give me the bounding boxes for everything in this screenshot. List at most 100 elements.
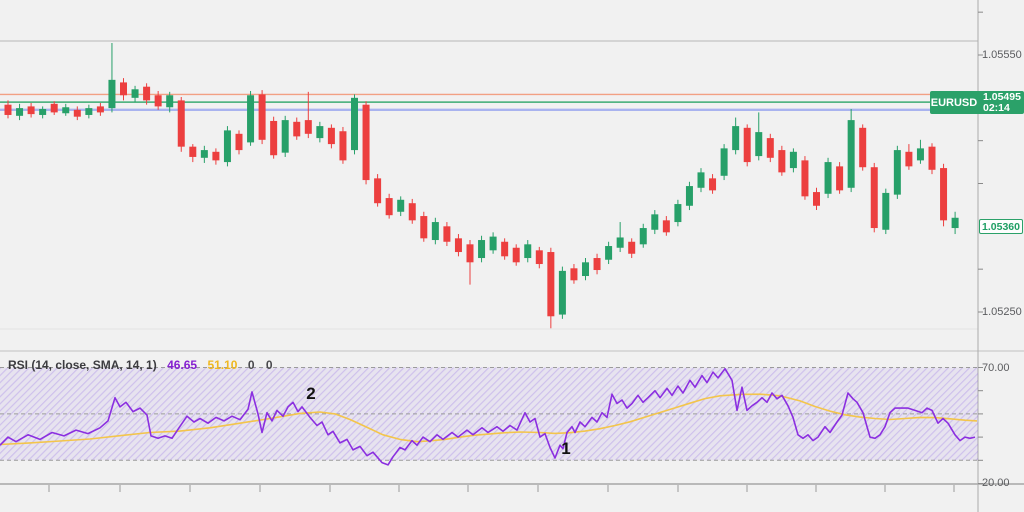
candle-bull <box>605 246 613 260</box>
candle-bear <box>443 226 451 242</box>
candle-bear <box>27 106 35 115</box>
candle-bear <box>928 146 936 170</box>
candle-bear <box>709 178 717 191</box>
candle-bull <box>616 237 624 248</box>
annotation-2[interactable]: 2 <box>306 384 316 403</box>
candle-bear <box>454 238 462 253</box>
candle-bear <box>859 127 867 168</box>
rsi-value: 46.65 <box>167 358 198 372</box>
candle-bear <box>189 146 197 157</box>
candle-bear <box>385 198 393 216</box>
candle-bear <box>293 121 301 137</box>
candle-bear <box>547 252 555 317</box>
last-price-marker: 1.05360 <box>979 219 1023 234</box>
candle-bull <box>85 108 93 115</box>
rsi-pane <box>0 367 978 461</box>
candle-bull <box>16 108 24 116</box>
candle-bull <box>789 151 797 169</box>
candle-bear <box>73 109 81 117</box>
price-axis-label-bottom: 1.05250 <box>982 306 1022 318</box>
candle-bull <box>200 150 208 158</box>
rsi-extra-values: 0 0 <box>247 358 277 372</box>
axis-ticks <box>48 11 983 492</box>
symbol-price-badge[interactable]: EURUSD 1.05495 02:14 <box>930 91 1024 114</box>
candle-bull <box>582 262 589 277</box>
price-level-lines <box>0 93 978 112</box>
symbol-badge-label: EURUSD <box>930 91 978 114</box>
candle-bull <box>732 126 740 151</box>
candle-bull <box>824 162 832 194</box>
candle-bull <box>351 97 358 151</box>
candle-bull <box>697 172 705 188</box>
candle-bull <box>524 244 532 259</box>
candle-bear <box>905 151 913 167</box>
candle-bear <box>339 131 347 161</box>
candle-bear <box>362 104 370 181</box>
candle-bear <box>743 127 751 163</box>
candle-bull <box>685 186 693 206</box>
candlestick-series <box>4 43 959 329</box>
candle-bull <box>223 130 231 163</box>
candle-bull <box>62 107 70 114</box>
current-price-value: 1.05495 <box>983 91 1021 103</box>
candle-bull <box>847 120 855 188</box>
candle-bull <box>951 217 959 229</box>
candle-bull <box>247 95 255 143</box>
candle-bear <box>50 103 58 113</box>
candle-bull <box>893 150 901 195</box>
candle-bear <box>327 127 335 145</box>
rsi-sma-value: 51.10 <box>207 358 238 372</box>
candle-bear <box>154 95 162 107</box>
candle-bear <box>270 120 278 156</box>
candle-bear <box>501 241 509 257</box>
candle-bear <box>512 247 520 263</box>
candle-bull <box>397 199 405 212</box>
current-price-countdown: 1.05495 02:14 <box>978 91 1024 114</box>
candle-bear <box>813 192 820 206</box>
candle-bear <box>940 168 948 221</box>
candle-bear <box>870 167 878 229</box>
candle-bull <box>131 89 139 98</box>
candle-bull <box>558 270 566 315</box>
candle-bull <box>755 132 763 157</box>
candle-bear <box>258 94 266 140</box>
candle-bear <box>570 268 578 281</box>
rsi-axis-label-70: 70.00 <box>982 362 1010 374</box>
candle-bull <box>281 120 289 153</box>
candle-bear <box>177 100 185 147</box>
bar-countdown: 02:14 <box>983 102 1010 114</box>
candle-bear <box>4 104 12 115</box>
candle-bull <box>431 222 439 241</box>
candle-bear <box>408 203 416 221</box>
candle-bear <box>836 166 844 191</box>
candle-bear <box>96 106 104 113</box>
candle-bear <box>212 151 220 161</box>
candle-bear <box>143 86 151 101</box>
rsi-legend-title: RSI (14, close, SMA, 14, 1) <box>8 358 157 372</box>
annotation-1[interactable]: 1 <box>561 439 571 458</box>
candle-bear <box>535 250 543 265</box>
candle-bear <box>304 120 312 134</box>
candle-bull <box>674 204 682 223</box>
candle-bear <box>766 138 774 158</box>
rsi-indicator-legend[interactable]: RSI (14, close, SMA, 14, 1) 46.65 51.10 … <box>8 358 277 372</box>
candle-bull <box>316 126 324 139</box>
candle-bear <box>593 258 601 271</box>
rsi-axis-label-20: 20.00 <box>982 477 1010 489</box>
candle-bull <box>720 148 728 176</box>
candle-bear <box>801 160 809 197</box>
candle-bull <box>39 108 47 115</box>
candle-bear <box>235 133 243 151</box>
candle-bull <box>916 148 924 161</box>
rsi-line <box>0 367 976 466</box>
candle-bull <box>639 228 647 245</box>
candle-bull <box>166 95 174 108</box>
candle-bull <box>489 236 497 251</box>
candle-bull <box>882 192 890 230</box>
candle-bear <box>120 82 127 96</box>
candle-bear <box>420 216 428 239</box>
candle-bear <box>628 241 636 254</box>
candle-bear <box>466 244 474 263</box>
